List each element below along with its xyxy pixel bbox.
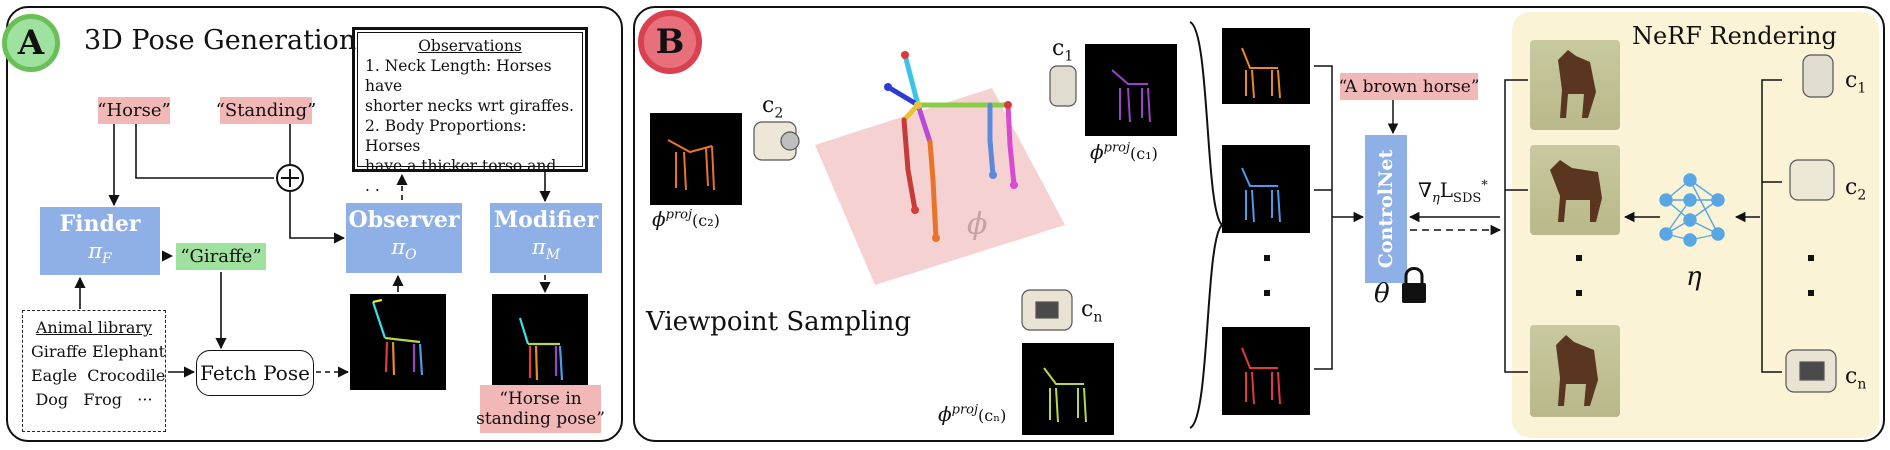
observation-line: shorter necks wrt giraffes. <box>365 97 574 115</box>
nerf-render-image <box>1530 325 1620 417</box>
observation-line: 2. Body Proportions: Horses <box>365 117 527 155</box>
modifier-symbol: πM <box>531 235 561 264</box>
nerf-render-image <box>1530 40 1620 130</box>
phi-proj-cn-label: ϕproj(cₙ) <box>938 402 1007 426</box>
animal-library-row: Eagle Crocodile <box>31 366 166 385</box>
animal-library-row: Dog Frog ··· <box>35 390 153 409</box>
projection-c1-image <box>1085 44 1177 136</box>
phi-proj-c2-label: ϕproj(c₂) <box>652 207 720 231</box>
badge-b-letter: B <box>655 22 685 62</box>
panel-a <box>6 6 623 442</box>
viewpoint-sampling-label: Viewpoint Sampling <box>646 307 911 337</box>
animal-library-box: Animal library Giraffe Elephant Eagle Cr… <box>22 310 166 432</box>
observer-name: Observer <box>348 207 460 233</box>
modifier-box: Modifier πM <box>490 203 602 273</box>
nerf-camera-c2-label: c2 <box>1845 175 1867 204</box>
finder-box: Finder πF <box>40 207 160 275</box>
observer-box: Observer πO <box>346 203 462 273</box>
panel-b <box>633 6 1885 442</box>
result-prompt-line: standing pose” <box>476 409 605 429</box>
phi-label: ϕ <box>967 207 988 242</box>
nerf-render-image <box>1530 145 1620 235</box>
camera-cn-label: cn <box>1081 297 1103 326</box>
observation-line: 1. Neck Length: Horses have <box>365 57 552 95</box>
render-pose-image <box>1222 28 1310 104</box>
text-prompt-tag: “A brown horse” <box>1338 73 1480 100</box>
prompt-animal-tag: “Horse” <box>97 97 171 124</box>
animal-library-title: Animal library <box>35 318 153 337</box>
result-prompt-line: “Horse in <box>499 389 582 409</box>
observer-symbol: πO <box>391 235 417 264</box>
gradient-label: ∇ηLSDS* <box>1418 178 1488 206</box>
phi-proj-c1-label: ϕproj(c₁) <box>1090 140 1158 164</box>
badge-b: B <box>638 10 702 74</box>
camera-c1-label: c1 <box>1052 36 1074 65</box>
horse-pose-image-a <box>492 294 588 390</box>
observation-line: have a thicker torso and . . . <box>365 157 567 195</box>
found-animal-tag: “Giraffe” <box>176 243 266 270</box>
eta-label: η <box>1686 262 1702 292</box>
finder-name: Finder <box>59 211 141 237</box>
observations-title: Observations <box>418 37 522 55</box>
panel-a-title: 3D Pose Generation <box>84 25 357 56</box>
badge-a-letter: A <box>17 23 45 63</box>
badge-a: A <box>2 14 60 72</box>
finder-symbol: πF <box>88 239 112 268</box>
animal-library-row: Giraffe Elephant <box>31 342 166 361</box>
fetch-pose-box: Fetch Pose <box>196 350 314 396</box>
giraffe-pose-image <box>350 294 446 390</box>
render-pose-image <box>1222 327 1310 415</box>
theta-label: θ <box>1374 279 1390 309</box>
render-pose-image <box>1222 145 1310 233</box>
nerf-camera-cn-label: cn <box>1845 364 1867 393</box>
controlnet-box <box>1365 135 1407 283</box>
observations-box: Observations 1. Neck Length: Horses have… <box>352 27 588 215</box>
prompt-pose-tag: “Standing” <box>216 97 316 124</box>
nerf-camera-c1-label: c1 <box>1845 68 1867 97</box>
nerf-rendering-title: NeRF Rendering <box>1632 22 1837 50</box>
modifier-name: Modifier <box>493 207 599 233</box>
projection-cn-image <box>1022 343 1114 435</box>
result-prompt-tag: “Horse in standing pose” <box>476 385 605 433</box>
projection-c2-image <box>650 113 742 205</box>
controlnet-label: ControlNet <box>1375 149 1397 269</box>
camera-c2-label: c2 <box>762 93 784 122</box>
